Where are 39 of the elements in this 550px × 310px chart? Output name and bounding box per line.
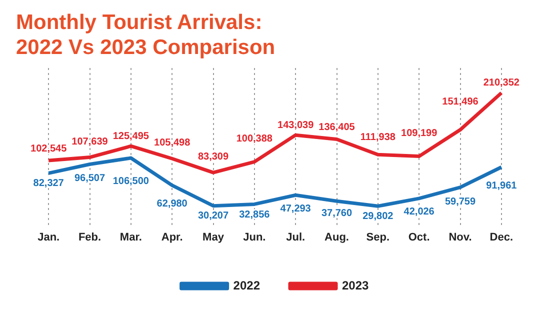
data-label: 102,545 bbox=[30, 144, 68, 155]
data-label: 83,309 bbox=[198, 151, 229, 162]
x-tick-label: Jun. bbox=[243, 231, 266, 244]
x-tick-label: May bbox=[202, 231, 225, 244]
legend-label: 2023 bbox=[342, 278, 370, 292]
x-tick-label: Dec. bbox=[490, 231, 514, 244]
x-tick-label: Jul. bbox=[286, 231, 306, 244]
x-tick-label: Aug. bbox=[324, 231, 349, 244]
x-tick-label: Nov. bbox=[448, 231, 472, 244]
data-label: 59,759 bbox=[444, 196, 476, 208]
x-tick-label: Jan. bbox=[38, 231, 60, 244]
data-label: 47,293 bbox=[280, 204, 312, 215]
data-label: 143,039 bbox=[278, 120, 314, 131]
x-tick-label: Oct. bbox=[408, 231, 430, 244]
data-label: 210,352 bbox=[483, 78, 520, 89]
data-label: 111,938 bbox=[360, 132, 396, 144]
legend-label: 2022 bbox=[233, 278, 260, 292]
data-label: 62,980 bbox=[156, 198, 188, 210]
x-tick-label: Apr. bbox=[161, 231, 183, 244]
data-label: 125,495 bbox=[112, 130, 150, 142]
data-label: 136,405 bbox=[318, 122, 356, 133]
data-label: 91,961 bbox=[486, 180, 518, 192]
data-label: 109,199 bbox=[401, 128, 438, 140]
data-label: 106,500 bbox=[112, 176, 150, 188]
data-label: 100,388 bbox=[236, 134, 273, 145]
x-tick-label: Feb. bbox=[78, 231, 102, 244]
data-label: 82,327 bbox=[33, 178, 64, 189]
data-label: 29,802 bbox=[362, 210, 394, 222]
data-label: 37,760 bbox=[321, 208, 352, 219]
x-tick-label: Sep. bbox=[366, 231, 390, 244]
data-label: 151,496 bbox=[442, 96, 479, 108]
chart-title: Monthly Tourist Arrivals: 2022 Vs 2023 Comparison bbox=[16, 10, 276, 60]
data-label: 32,856 bbox=[239, 210, 270, 221]
data-label: 96,507 bbox=[74, 172, 106, 184]
data-label: 30,207 bbox=[198, 210, 229, 222]
x-tick-label: Mar. bbox=[120, 231, 142, 244]
data-label: 105,498 bbox=[154, 137, 191, 148]
data-label: 42,026 bbox=[404, 206, 435, 218]
data-label: 107,639 bbox=[72, 136, 108, 148]
